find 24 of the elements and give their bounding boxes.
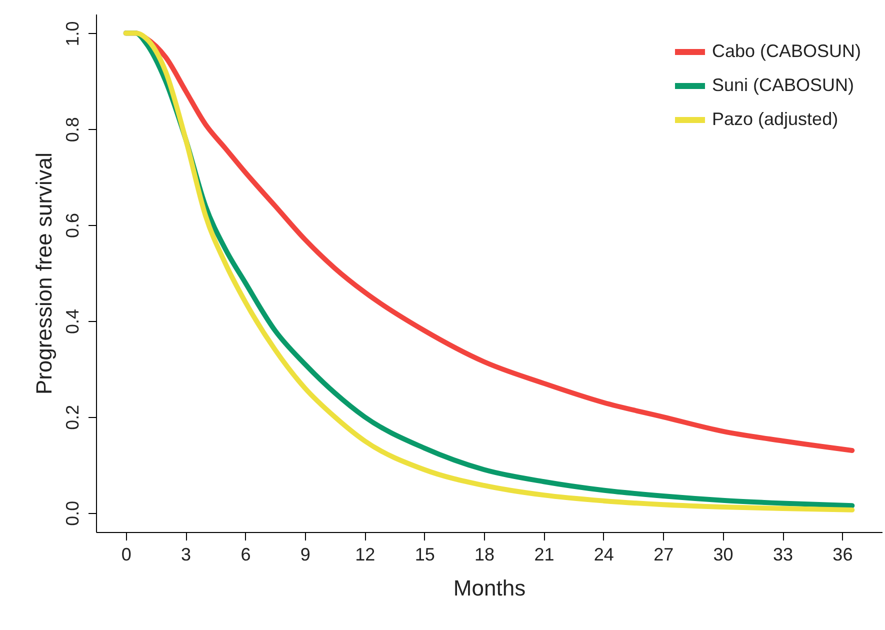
- x-tick-label: 18: [474, 544, 495, 564]
- y-tick-label: 0.4: [62, 308, 82, 334]
- x-tick-label: 24: [594, 544, 614, 564]
- x-tick-label: 33: [772, 544, 794, 564]
- y-tick-label: 0.8: [62, 117, 82, 142]
- y-axis-title: Progression free survival: [32, 152, 56, 395]
- y-tick-label: 1.0: [62, 21, 82, 46]
- x-tick-label: 27: [654, 544, 674, 564]
- x-tick-label: 3: [181, 544, 192, 564]
- x-tick-label: 15: [414, 544, 435, 564]
- x-tick-label: 36: [832, 544, 853, 564]
- x-tick-label: 9: [300, 544, 310, 564]
- x-tick-label: 12: [355, 544, 376, 564]
- x-tick-label: 21: [534, 544, 554, 564]
- y-tick-label: 0.6: [62, 213, 82, 238]
- legend-label: Pazo (adjusted): [712, 109, 838, 129]
- x-tick-label: 6: [240, 544, 251, 564]
- x-axis-title: Months: [453, 576, 526, 600]
- x-tick-label: 30: [713, 544, 734, 564]
- legend-label: Cabo (CABOSUN): [712, 41, 862, 61]
- y-tick-label: 0.0: [62, 500, 82, 526]
- x-tick-label: 0: [121, 544, 132, 564]
- y-tick-label: 0.2: [62, 404, 82, 430]
- legend-label: Suni (CABOSUN): [712, 75, 854, 95]
